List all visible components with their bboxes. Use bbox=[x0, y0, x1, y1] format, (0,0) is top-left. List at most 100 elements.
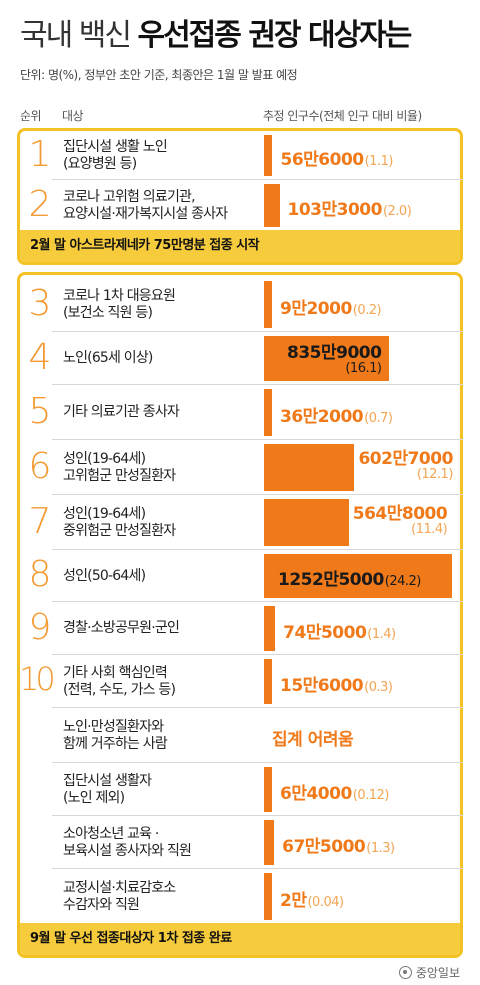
row-divider bbox=[52, 868, 463, 869]
group-box-2: 9월 말 우선 접종대상자 1차 접종 완료 bbox=[17, 272, 463, 958]
value-label: 15만6000(0.3) bbox=[280, 671, 393, 696]
row-label: 성인(19-64세) 중위험군 만성질환자 bbox=[63, 505, 176, 539]
row-divider bbox=[52, 762, 463, 763]
rank-label: 7 bbox=[28, 500, 52, 542]
value-number: 15만6000 bbox=[280, 675, 364, 696]
value-number: 564만8000 bbox=[352, 504, 448, 524]
bar bbox=[264, 767, 272, 812]
value-label: 74만5000(1.4) bbox=[283, 618, 396, 643]
value-percent: (0.7) bbox=[364, 410, 393, 426]
chart-row-6: 6 성인(19-64세) 고위험군 만성질환자 602만7000 (12.1) bbox=[17, 440, 463, 495]
group-box-1: 2월 말 아스트라제네카 75만명분 접종 시작 bbox=[17, 128, 463, 265]
value-percent: (1.4) bbox=[367, 626, 396, 642]
rank-label: 10 bbox=[19, 659, 56, 698]
row-label: 노인(65세 이상) bbox=[63, 350, 153, 366]
row-label: 코로나 고위험 의료기관, 요양시설·재가복지시설 종사자 bbox=[63, 188, 228, 222]
value-label: 집계 어려움 bbox=[272, 729, 354, 750]
credit-logo: 중앙일보 bbox=[398, 964, 460, 981]
value-label: 835만9000 (16.1) bbox=[268, 338, 382, 376]
rank-label: 4 bbox=[28, 336, 52, 378]
value-label: 36만2000(0.7) bbox=[280, 402, 393, 427]
value-percent: (0.04) bbox=[307, 894, 344, 910]
bar bbox=[264, 135, 273, 176]
value-percent: (11.4) bbox=[411, 522, 448, 537]
value-percent: (24.2) bbox=[384, 574, 422, 589]
rank-label: 9 bbox=[28, 606, 52, 648]
row-label: 집단시설 생활자 (노인 제외) bbox=[63, 772, 152, 806]
bar bbox=[264, 389, 272, 436]
row-divider bbox=[52, 331, 463, 332]
credit-text: 중앙일보 bbox=[415, 966, 460, 980]
title-light: 국내 백신 bbox=[20, 18, 138, 53]
rank-label: 6 bbox=[28, 445, 52, 487]
row-label: 기타 사회 핵심인력 (전력, 수도, 가스 등) bbox=[63, 664, 176, 698]
value-number: 103만3000 bbox=[287, 199, 383, 220]
value-label: 103만3000(2.0) bbox=[288, 195, 412, 220]
value-number: 36만2000 bbox=[280, 406, 364, 427]
chart-row-12: 집단시설 생활자 (노인 제외) 6만4000(0.12) bbox=[17, 763, 463, 816]
bar bbox=[264, 873, 272, 920]
value-label: 6만4000(0.12) bbox=[280, 779, 389, 804]
header-rank: 순위 bbox=[20, 109, 42, 123]
value-number: 2만 bbox=[280, 890, 307, 911]
value-percent: (12.1) bbox=[416, 467, 454, 482]
row-divider bbox=[52, 494, 463, 495]
chart-row-8: 8 성인(50-64세) 1252만5000(24.2) bbox=[17, 550, 463, 602]
chart-row-3: 3 코로나 1차 대응요원 (보건소 직원 등) 9만2000(0.2) bbox=[17, 277, 463, 332]
row-label: 경찰·소방공무원·군인 bbox=[63, 620, 180, 636]
chart-row-14: 교정시설·치료감호소 수감자와 직원 2만(0.04) bbox=[17, 869, 463, 924]
row-divider bbox=[52, 179, 463, 180]
value-percent: (0.3) bbox=[364, 679, 393, 695]
value-label: 564만8000 (11.4) bbox=[352, 499, 448, 537]
row-label: 성인(19-64세) 고위험군 만성질환자 bbox=[63, 450, 176, 484]
chart-row-11: 노인·만성질환자와 함께 거주하는 사람 집계 어려움 bbox=[17, 708, 463, 763]
chart-title: 국내 백신 우선접종 권장 대상자는 bbox=[20, 10, 412, 54]
header-count: 추정 인구수(전체 인구 대비 비율) bbox=[263, 109, 422, 123]
rank-label: 1 bbox=[28, 133, 52, 175]
bar bbox=[264, 184, 280, 227]
value-label: 602만7000 (12.1) bbox=[358, 444, 454, 482]
header-target: 대상 bbox=[62, 109, 84, 123]
row-divider bbox=[52, 707, 463, 708]
value-percent: (2.0) bbox=[382, 203, 412, 219]
row-label: 노인·만성질환자와 함께 거주하는 사람 bbox=[63, 718, 168, 752]
chart-row-2: 2 코로나 고위험 의료기관, 요양시설·재가복지시설 종사자 103만3000(2.… bbox=[17, 180, 463, 231]
bar bbox=[264, 606, 276, 651]
value-number: 1252만5000 bbox=[278, 570, 384, 590]
chart-row-9: 9 경찰·소방공무원·군인 74만5000(1.4) bbox=[17, 602, 463, 655]
chart-row-4: 4 노인(65세 이상) 835만9000 (16.1) bbox=[17, 332, 463, 385]
row-divider bbox=[52, 601, 463, 602]
bar bbox=[264, 336, 390, 381]
value-number: 74만5000 bbox=[283, 622, 367, 643]
row-label: 교정시설·치료감호소 수감자와 직원 bbox=[63, 879, 176, 913]
chart-row-1: 1 집단시설 생활 노인 (요양병원 등) 56만6000(1.1) bbox=[17, 131, 463, 180]
value-percent: (16.1) bbox=[345, 361, 382, 376]
value-label: 56만6000(1.1) bbox=[280, 145, 393, 170]
value-number: 835만9000 bbox=[287, 343, 382, 363]
row-label: 소아청소년 교육 · 보육시설 종사자와 직원 bbox=[63, 825, 192, 859]
row-label: 코로나 1차 대응요원 (보건소 직원 등) bbox=[63, 287, 176, 321]
value-number: 67만5000 bbox=[282, 836, 366, 857]
row-divider bbox=[52, 815, 463, 816]
value-number: 56만6000 bbox=[280, 149, 364, 170]
title-bold: 우선접종 권장 대상자는 bbox=[137, 18, 412, 53]
row-label: 기타 의료기관 종사자 bbox=[63, 404, 180, 420]
value-label: 2만(0.04) bbox=[280, 886, 344, 911]
bar bbox=[264, 281, 272, 328]
chart-row-5: 5 기타 의료기관 종사자 36만2000(0.7) bbox=[17, 385, 463, 440]
value-percent: (0.12) bbox=[352, 787, 390, 803]
row-divider bbox=[52, 549, 463, 550]
value-label: 1252만5000(24.2) bbox=[278, 565, 421, 590]
row-divider bbox=[52, 384, 463, 385]
footnote-sep: 9월 말 우선 접종대상자 1차 접종 완료 bbox=[20, 923, 460, 955]
footnote-feb: 2월 말 아스트라제네카 75만명분 접종 시작 bbox=[20, 230, 460, 262]
row-divider bbox=[52, 439, 463, 440]
joongang-logo-icon bbox=[398, 966, 412, 979]
rank-label: 2 bbox=[28, 183, 52, 225]
bar bbox=[264, 499, 349, 546]
bar bbox=[264, 444, 355, 491]
chart-row-10: 10 기타 사회 핵심인력 (전력, 수도, 가스 등) 15만6000(0.3) bbox=[17, 655, 463, 708]
value-percent: (1.3) bbox=[366, 840, 395, 856]
value-percent: (0.2) bbox=[352, 302, 382, 318]
subtitle: 단위: 명(%), 정부안 초안 기준, 최종안은 1월 말 발표 예정 bbox=[20, 68, 298, 82]
